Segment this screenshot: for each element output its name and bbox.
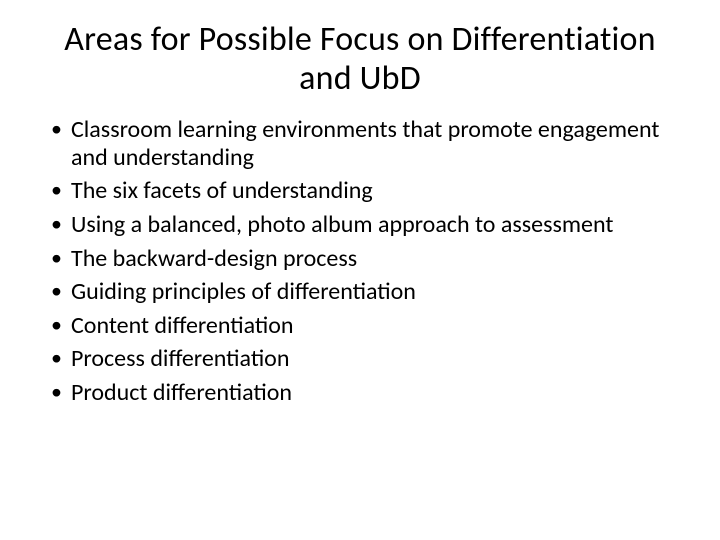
slide-title: Areas for Possible Focus on Differentiat… <box>45 20 675 98</box>
list-item: The six facets of understanding <box>45 177 675 205</box>
list-item: Process differentiation <box>45 345 675 373</box>
list-item: Content differentiation <box>45 312 675 340</box>
list-item: The backward-design process <box>45 245 675 273</box>
list-item: Product differentiation <box>45 379 675 407</box>
list-item: Using a balanced, photo album approach t… <box>45 211 675 239</box>
slide-container: Areas for Possible Focus on Differentiat… <box>0 0 720 540</box>
list-item: Classroom learning environments that pro… <box>45 116 675 171</box>
bullet-list: Classroom learning environments that pro… <box>45 116 675 406</box>
list-item: Guiding principles of differentiation <box>45 278 675 306</box>
